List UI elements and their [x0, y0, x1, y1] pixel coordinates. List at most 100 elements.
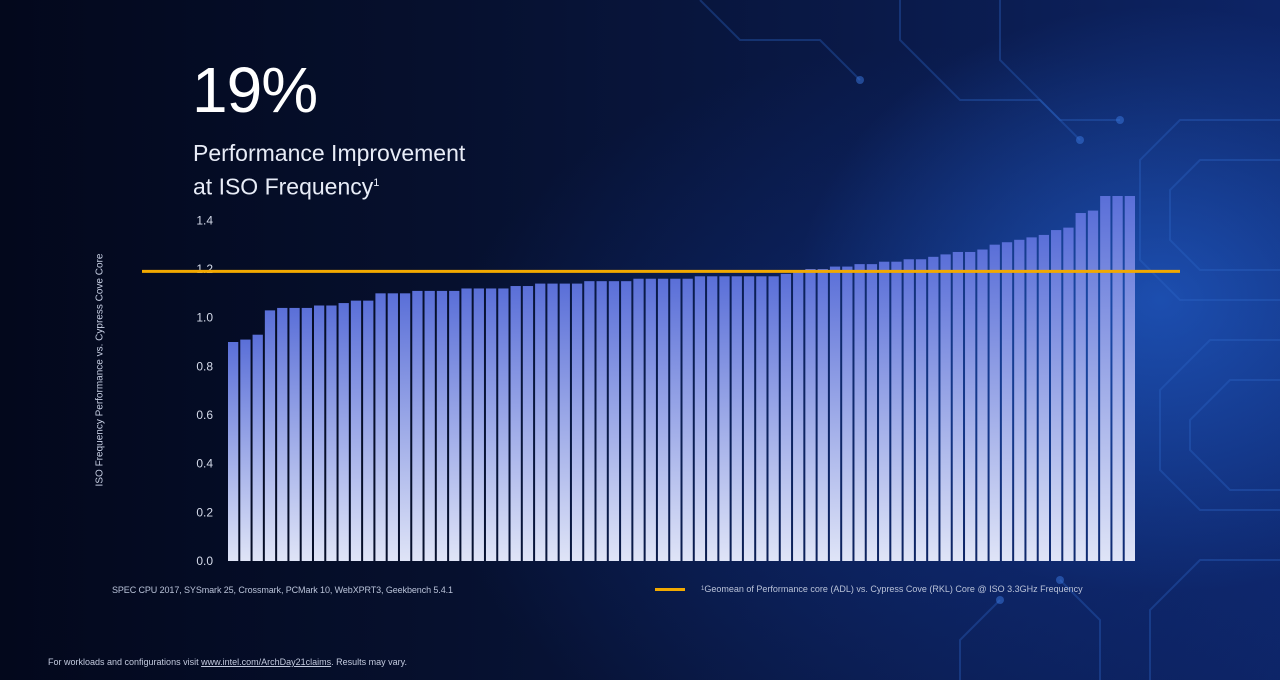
- bar: [952, 251, 964, 561]
- bar: [805, 269, 816, 561]
- subtitle-line-1: Performance Improvement: [193, 140, 466, 166]
- bar: [768, 276, 779, 561]
- bar: [1075, 213, 1086, 561]
- bar: [1038, 234, 1050, 561]
- bar: [412, 290, 423, 561]
- bar: [596, 281, 607, 561]
- footnote-suffix: . Results may vary.: [331, 657, 407, 667]
- bar: [228, 342, 239, 561]
- bar: [363, 300, 374, 561]
- bar: [743, 276, 755, 561]
- bar-series: [228, 196, 1135, 562]
- bar: [879, 261, 890, 561]
- bar: [903, 259, 914, 561]
- bar: [940, 254, 951, 561]
- bar: [719, 276, 730, 561]
- bar: [1112, 196, 1123, 561]
- bar: [915, 259, 927, 561]
- bar: [547, 283, 558, 561]
- bar: [326, 305, 337, 561]
- bar: [485, 288, 497, 561]
- y-axis-ticks: 0.00.20.40.60.81.01.21.4: [196, 213, 213, 568]
- bar: [277, 307, 288, 561]
- bar: [461, 288, 472, 561]
- bar: [891, 261, 902, 561]
- bar: [633, 278, 644, 561]
- bar: [977, 249, 988, 561]
- bar: [866, 264, 878, 561]
- bar: [682, 278, 693, 561]
- y-tick-label: 0.4: [196, 457, 213, 471]
- subtitle-line-2: at ISO Frequency1: [193, 168, 465, 202]
- headline-subtitle: Performance Improvement at ISO Frequency…: [193, 138, 465, 202]
- bar: [350, 300, 362, 561]
- bar: [621, 281, 632, 561]
- bar: [817, 269, 828, 561]
- bar: [1087, 210, 1099, 561]
- headline-stat: 19%: [192, 54, 318, 126]
- bar: [584, 281, 595, 561]
- legend: 1 Geomean of Performance core (ADL) vs. …: [655, 584, 1083, 594]
- bar: [264, 310, 276, 561]
- bar: [657, 278, 669, 561]
- bar: [928, 256, 939, 561]
- bar: [571, 283, 583, 561]
- y-tick-label: 1.0: [196, 311, 213, 325]
- bar: [829, 266, 841, 561]
- bar: [289, 307, 300, 561]
- bar: [756, 276, 767, 561]
- bar: [731, 276, 742, 561]
- bar: [707, 276, 718, 561]
- bar: [965, 251, 976, 561]
- bar: [559, 283, 570, 561]
- legend-swatch: [655, 587, 685, 591]
- bar: [1051, 230, 1062, 561]
- bar: [1100, 196, 1111, 561]
- bar: [252, 334, 263, 561]
- bar: [842, 266, 853, 561]
- legend-text: Geomean of Performance core (ADL) vs. Cy…: [704, 584, 1083, 594]
- bar: [240, 339, 251, 561]
- footnote: For workloads and configurations visit w…: [48, 657, 407, 667]
- bar: [424, 290, 435, 561]
- bar: [645, 278, 656, 561]
- claims-link[interactable]: www.intel.com/ArchDay21claims: [201, 657, 332, 667]
- bar: [313, 305, 325, 561]
- y-tick-label: 0.0: [196, 554, 213, 568]
- y-tick-label: 0.2: [196, 505, 213, 519]
- bar: [510, 286, 521, 561]
- bar: [522, 286, 534, 561]
- bar: [1063, 227, 1074, 561]
- bar: [780, 273, 792, 561]
- bar: [1014, 239, 1025, 562]
- y-tick-label: 1.4: [196, 213, 213, 227]
- footnote-marker: 1: [373, 177, 380, 189]
- sources-text: SPEC CPU 2017, SYSmark 25, Crossmark, PC…: [112, 585, 453, 595]
- bar: [989, 244, 1000, 562]
- y-tick-label: 0.6: [196, 408, 213, 422]
- subtitle-line-2-text: at ISO Frequency: [193, 173, 374, 200]
- bar: [854, 264, 865, 561]
- bar: [1026, 237, 1037, 561]
- bar: [670, 278, 681, 561]
- bar: [301, 307, 312, 561]
- bar: [1001, 242, 1013, 562]
- bar: [338, 303, 349, 561]
- legend-marker: 1: [701, 586, 705, 592]
- y-tick-label: 0.8: [196, 359, 213, 373]
- bar: [436, 290, 448, 561]
- bar: [1124, 196, 1135, 561]
- bar: [473, 288, 484, 561]
- bar: [694, 276, 706, 561]
- bar: [399, 293, 411, 561]
- bar: [608, 281, 620, 561]
- bar: [387, 293, 398, 561]
- bar: [449, 290, 460, 561]
- bar: [375, 293, 386, 561]
- footnote-prefix: For workloads and configurations visit: [48, 657, 202, 667]
- bar: [535, 283, 546, 561]
- bar: [498, 288, 509, 561]
- bar: [793, 271, 804, 561]
